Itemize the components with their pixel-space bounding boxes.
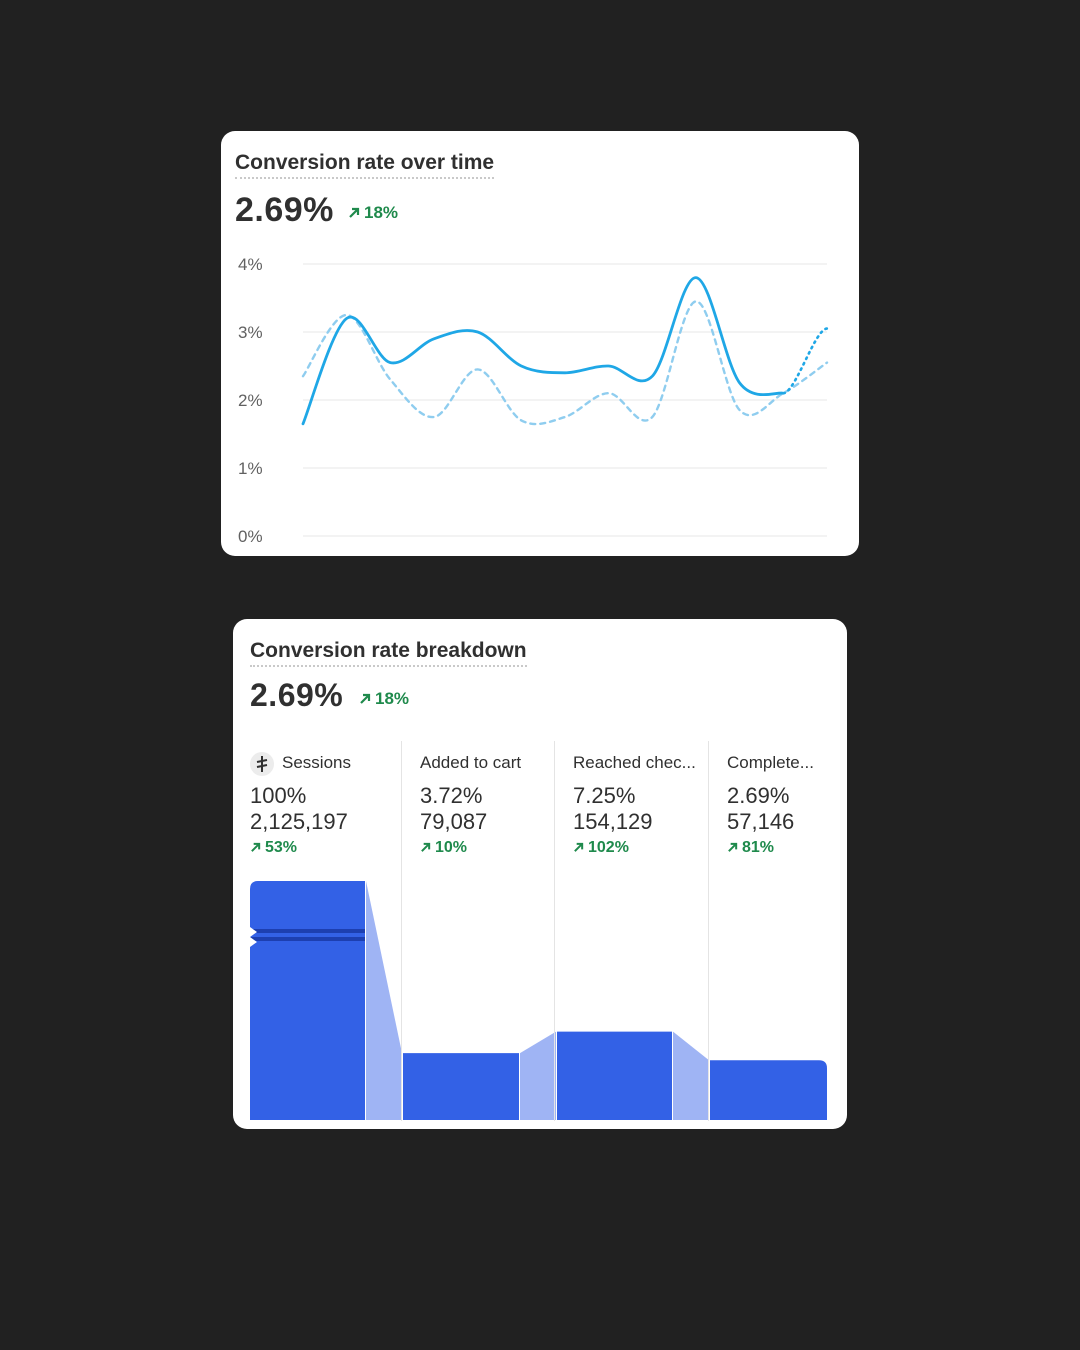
step-percent: 3.72% — [420, 783, 483, 808]
step-delta-value: 53% — [265, 839, 298, 856]
metric-value: 2.69% — [235, 191, 334, 229]
step-delta: 10% — [420, 839, 467, 857]
step-percent: 2.69% — [727, 783, 790, 808]
arrow-up-right-icon — [360, 693, 371, 704]
step-count: 154,129 — [573, 809, 653, 834]
arrow-up-right-icon — [251, 842, 261, 852]
step-name-completed: Complete... — [727, 753, 814, 772]
card-title[interactable]: Conversion rate over time — [235, 151, 495, 179]
step-name-added-to-cart: Added to cart — [420, 753, 522, 772]
column-divider — [554, 741, 555, 1121]
funnel-bar — [557, 1031, 672, 1120]
axis-break-line — [250, 929, 365, 933]
step-count: 79,087 — [420, 809, 488, 834]
card-title[interactable]: Conversion rate breakdown — [250, 639, 527, 667]
step-delta-value: 102% — [588, 839, 629, 856]
step-percent: 100% — [250, 783, 307, 808]
funnel-bar — [250, 881, 365, 1120]
column-divider — [708, 741, 709, 1121]
funnel-transition — [520, 1031, 556, 1120]
y-tick-label: 2% — [238, 391, 263, 410]
series-line-projection — [782, 327, 829, 395]
step-count: 2,125,197 — [250, 809, 348, 834]
delta-badge: 18% — [359, 689, 409, 709]
line-chart: 0% 1% 2% 3% 4% — [238, 255, 829, 546]
arrow-up-right-icon — [574, 842, 584, 852]
funnel-transition — [673, 1031, 709, 1120]
sessions-icon — [250, 752, 274, 776]
step-delta-value: 10% — [435, 839, 468, 856]
arrow-up-right-icon — [728, 842, 738, 852]
funnel-bar — [710, 1060, 827, 1120]
step-delta: 53% — [250, 839, 297, 857]
step-delta-value: 81% — [742, 839, 775, 856]
conversion-over-time-card: Conversion rate over time 2.69% 18% 0% 1%… — [221, 131, 859, 556]
delta-value: 18% — [375, 689, 410, 708]
arrow-up-right-icon — [421, 842, 431, 852]
delta-value: 18% — [364, 203, 399, 222]
conversion-breakdown-card: Conversion rate breakdown 2.69% 18% Sess… — [233, 619, 847, 1129]
funnel-bar — [403, 1053, 519, 1120]
arrow-up-right-icon — [349, 207, 360, 218]
y-tick-label: 4% — [238, 255, 263, 274]
series-line-primary — [301, 276, 785, 426]
y-tick-label: 1% — [238, 459, 263, 478]
step-count: 57,146 — [727, 809, 795, 834]
step-name-sessions: Sessions — [282, 753, 351, 772]
metric-value: 2.69% — [250, 677, 344, 713]
y-tick-label: 0% — [238, 527, 263, 546]
funnel-transition — [366, 881, 402, 1120]
funnel-chart — [250, 881, 827, 1120]
step-delta: 81% — [727, 839, 774, 857]
y-tick-label: 3% — [238, 323, 263, 342]
step-delta: 102% — [573, 839, 629, 857]
axis-break-line — [250, 937, 365, 941]
step-name-reached-checkout: Reached chec... — [573, 753, 696, 772]
series-line-comparison — [301, 300, 829, 426]
axis-break-notch — [250, 927, 257, 947]
step-percent: 7.25% — [573, 783, 636, 808]
column-divider — [401, 741, 402, 1121]
delta-badge: 18% — [348, 203, 398, 223]
